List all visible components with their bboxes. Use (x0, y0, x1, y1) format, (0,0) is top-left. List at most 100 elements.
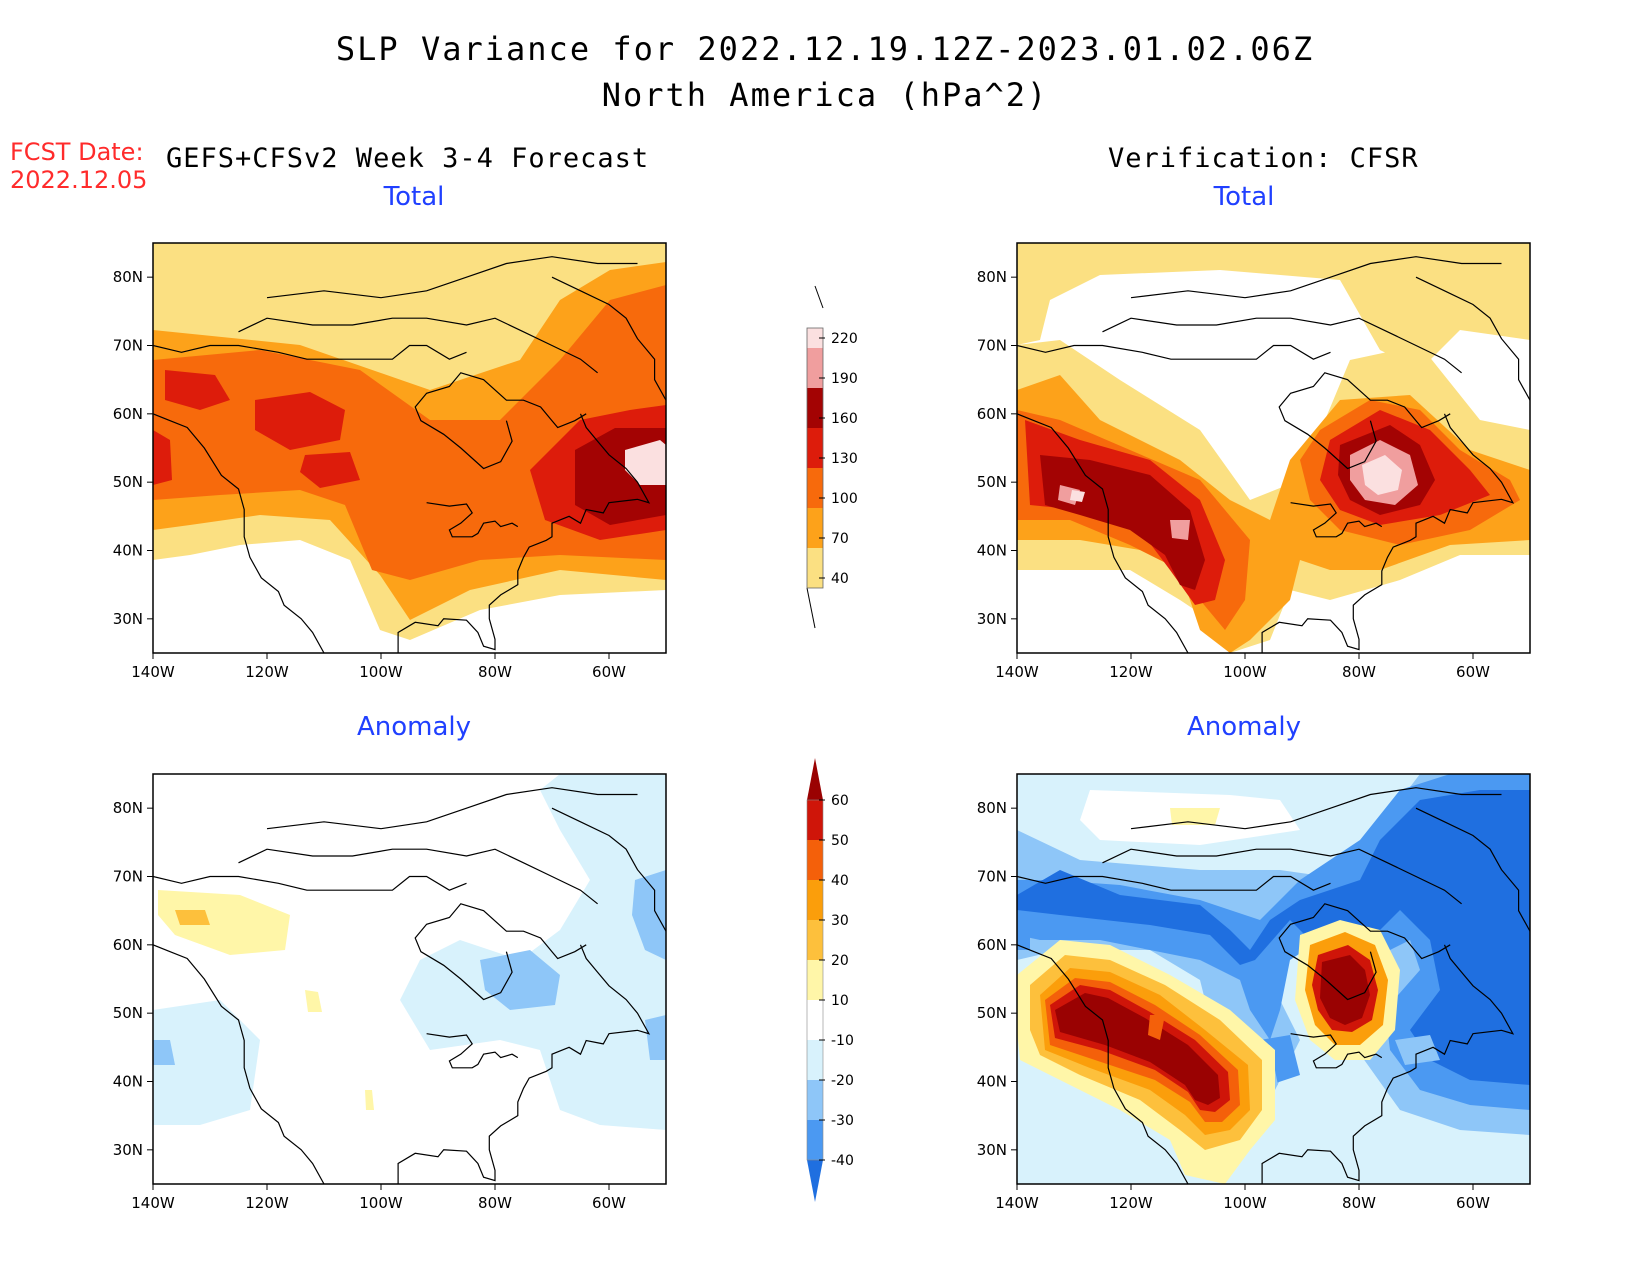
lon-tick-label: 140W (131, 1194, 175, 1212)
lat-tick-label: 70N (977, 868, 1007, 886)
colorbar-segment (807, 348, 823, 388)
colorbar-label: 50 (831, 833, 849, 849)
forecast-total-field (153, 243, 666, 653)
colorbar-label: 70 (831, 531, 849, 547)
lon-tick-label: 80W (1342, 1194, 1376, 1212)
coastline-verification-anomaly (1017, 787, 1530, 1184)
colorbar-anomaly: -40 -30 -20 -10 10 20 30 40 50 60 (806, 758, 854, 1202)
lon-tick-label: 100W (1223, 1194, 1267, 1212)
colorbar-label: 10 (831, 993, 849, 1009)
colorbar-segment (807, 1040, 823, 1080)
coastline-segment (1017, 875, 1331, 891)
lat-tick-label: 50N (113, 473, 143, 491)
colorbar-tail (814, 285, 824, 309)
lat-tick-label: 80N (977, 268, 1007, 286)
colorbar-tail (806, 587, 816, 629)
coastline-segment (1017, 344, 1331, 360)
lon-tick-label: 120W (1109, 663, 1153, 681)
colorbar-label: -40 (831, 1153, 854, 1169)
panel-forecast-anomaly (152, 773, 667, 1185)
forecast-date-label: FCST Date: (10, 138, 144, 166)
colorbar-segment (807, 548, 823, 588)
verification-header: Verification: CFSR (1108, 143, 1419, 174)
colorbar-segment (807, 800, 823, 840)
coastline-segment (397, 413, 651, 653)
coastline-segment (1290, 502, 1383, 538)
forecast-date: FCST Date: 2022.12.05 (10, 138, 147, 194)
lat-tick-label: 70N (977, 337, 1007, 355)
coastline-segment (153, 944, 325, 1184)
panel-title-forecast-total: Total (383, 182, 445, 212)
lat-tick-label: 80N (977, 799, 1007, 817)
title-line-1: SLP Variance for 2022.12.19.12Z-2023.01.… (335, 30, 1315, 68)
lon-tick-label: 120W (245, 1194, 289, 1212)
coastline-segment (1261, 944, 1515, 1184)
colorbar-segment (807, 920, 823, 960)
coastline-segment (1130, 256, 1502, 299)
lon-tick-label: 120W (1109, 1194, 1153, 1212)
verification-anomaly-field (1017, 774, 1530, 1184)
colorbar-segment (807, 960, 823, 1000)
lon-tick-label: 140W (995, 1194, 1039, 1212)
colorbar-segment (807, 328, 823, 348)
colorbar-segment (807, 388, 823, 428)
colorbar-label: 30 (831, 913, 849, 929)
title-line-2: North America (hPa^2) (601, 76, 1049, 114)
colorbar-total: 40 70 100 130 160 190 220 (806, 285, 858, 629)
coastline-segment (153, 344, 467, 360)
lon-tick-label: 140W (131, 663, 175, 681)
lat-tick-label: 50N (113, 1004, 143, 1022)
lat-tick-label: 30N (977, 610, 1007, 628)
lon-tick-label: 80W (478, 1194, 512, 1212)
coastline-segment (238, 848, 598, 905)
colorbar-segment (807, 428, 823, 468)
lat-tick-label: 80N (113, 799, 143, 817)
coastline-segment (426, 1033, 519, 1069)
colorbar-segment (807, 1120, 823, 1160)
axis-labels: 80N 70N 60N 50N 40N 30N 140W 120W 100W 80W 60W 80N 7… (113, 268, 1490, 1212)
lat-tick-label: 40N (113, 542, 143, 560)
coastline-segment (414, 903, 587, 1001)
coastline-segment (1278, 903, 1451, 1001)
coastline-segment (551, 276, 666, 401)
colorbar-label: 60 (831, 793, 849, 809)
coastline-segment (1415, 276, 1530, 401)
coastline-forecast-anomaly (153, 787, 666, 1184)
lat-tick-label: 60N (977, 936, 1007, 954)
coastline-segment (397, 944, 651, 1184)
lat-tick-label: 80N (113, 268, 143, 286)
coastline-segment (1102, 317, 1462, 374)
lat-tick-label: 50N (977, 473, 1007, 491)
lat-tick-label: 60N (113, 405, 143, 423)
coastline-segment (238, 317, 598, 374)
lat-tick-label: 60N (113, 936, 143, 954)
coastline-segment (1278, 372, 1451, 470)
colorbar-segment (807, 1080, 823, 1120)
panel-title-verification-total: Total (1213, 182, 1275, 212)
colorbar-segment (807, 1000, 823, 1040)
lon-tick-label: 120W (245, 663, 289, 681)
lon-tick-label: 60W (592, 663, 626, 681)
lat-tick-label: 30N (113, 610, 143, 628)
coastline-segment (414, 372, 587, 470)
colorbar-label: -20 (831, 1073, 854, 1089)
coastline-segment (426, 502, 519, 538)
lon-tick-label: 60W (1456, 663, 1490, 681)
coastline-segment (1102, 848, 1462, 905)
coastline-segment (1290, 1033, 1383, 1069)
forecast-anomaly-field (153, 774, 666, 1184)
colorbar-label: 160 (831, 411, 858, 427)
coastline-segment (266, 787, 638, 830)
lon-tick-label: 100W (1223, 663, 1267, 681)
colorbar-label: 40 (831, 571, 849, 587)
colorbar-label: 220 (831, 331, 858, 347)
colorbar-label: 130 (831, 451, 858, 467)
lat-tick-label: 50N (977, 1004, 1007, 1022)
colorbar-segment (807, 840, 823, 880)
panel-title-forecast-anomaly: Anomaly (356, 712, 472, 742)
lon-tick-label: 80W (478, 663, 512, 681)
verification-total-field (1017, 243, 1530, 653)
forecast-header: GEFS+CFSv2 Week 3-4 Forecast (166, 143, 650, 174)
lat-tick-label: 40N (977, 1073, 1007, 1091)
